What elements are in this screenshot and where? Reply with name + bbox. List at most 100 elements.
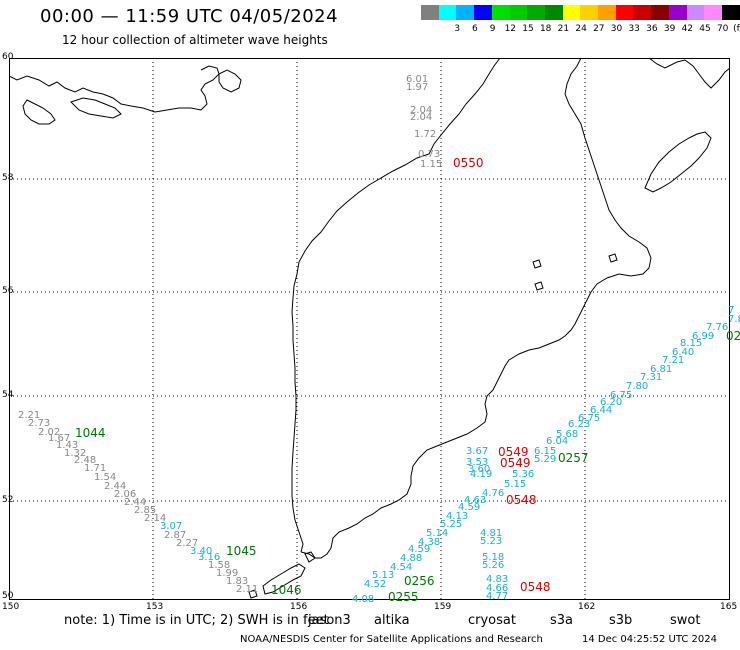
wave-height-value: 3.67 xyxy=(466,446,489,457)
wave-height-value: 4.63 xyxy=(464,495,487,506)
coastlines xyxy=(9,58,730,599)
wave-height-value: 4.19 xyxy=(470,469,493,480)
island-c xyxy=(534,281,544,291)
pass-time-label: 1045 xyxy=(226,544,257,558)
pass-time-label: 0549 xyxy=(500,456,531,470)
wave-height-value: 2.73 xyxy=(28,418,51,429)
scale-swatch xyxy=(615,5,635,20)
scale-swatch xyxy=(544,5,564,20)
lat-label-50: 50 xyxy=(2,591,14,601)
wave-height-value: 6.01 xyxy=(406,74,429,85)
page-title: 00:00 — 11:59 UTC 04/05/2024 xyxy=(40,6,339,27)
wave-height-value: 6.23 xyxy=(568,419,591,430)
kamchatka-east-coast xyxy=(300,58,652,559)
pass-time-label: 0255 xyxy=(388,590,419,604)
scale-label: 30 xyxy=(610,24,623,34)
scale-label: 33 xyxy=(628,24,640,34)
scale-swatch xyxy=(527,5,547,20)
wave-height-value: 0.73 xyxy=(418,149,441,160)
scale-swatch xyxy=(668,5,688,20)
page-subtitle: 12 hour collection of altimeter wave hei… xyxy=(62,33,328,47)
lon-label-159: 159 xyxy=(434,602,452,612)
scale-unit: (ft) xyxy=(733,24,740,34)
northeast-land xyxy=(648,58,730,89)
wave-height-value: 8.15 xyxy=(680,338,703,349)
wave-height-value: 6.40 xyxy=(672,347,695,358)
footer-note: note: 1) Time is in UTC; 2) SWH is in fe… xyxy=(64,613,329,628)
wave-height-value: 5.68 xyxy=(556,429,579,440)
wave-height-value: 4.13 xyxy=(446,511,469,522)
pass-time-label: 1044 xyxy=(75,426,106,440)
satellite-cryosat: cryosat xyxy=(468,613,516,628)
island-a xyxy=(532,259,542,269)
scale-swatch xyxy=(580,5,600,20)
scale-swatch xyxy=(509,5,529,20)
wave-height-value: 4.76 xyxy=(482,488,505,499)
wave-height-value: 4.66 xyxy=(486,583,509,594)
wave-height-value: 4.38 xyxy=(418,537,441,548)
wave-height-value: 7.76 xyxy=(706,322,729,333)
scale-label: 6 xyxy=(472,24,478,34)
wave-height-value: 4.08 xyxy=(352,594,375,605)
wave-height-value: 7.80 xyxy=(626,381,649,392)
scale-swatch xyxy=(491,5,511,20)
scale-swatch xyxy=(686,5,706,20)
scale-label: 15 xyxy=(522,24,534,34)
scale-label: 18 xyxy=(539,24,552,34)
wave-height-value: 7.86 xyxy=(728,314,740,325)
credit-line: NOAA/NESDIS Center for Satellite Applica… xyxy=(240,634,543,645)
scale-label: 21 xyxy=(557,24,570,34)
scale-label: 45 xyxy=(699,24,711,34)
wave-height-value: 6.99 xyxy=(692,331,715,342)
wave-height-value: 5.13 xyxy=(372,570,395,581)
lon-label-150: 150 xyxy=(2,602,20,612)
scale-label: 27 xyxy=(593,24,605,34)
island-b xyxy=(608,253,618,263)
wave-height-value: 2.85 xyxy=(134,505,157,516)
graticule xyxy=(9,58,730,600)
wave-height-value: 1.54 xyxy=(94,472,117,483)
satellite-altika: altika xyxy=(374,613,410,628)
wave-height-value: 1.32 xyxy=(64,448,87,459)
wave-height-value: 1.67 xyxy=(48,433,71,444)
wave-height-value: 4.54 xyxy=(390,562,413,573)
map-area xyxy=(9,58,730,600)
wave-height-value: 4.52 xyxy=(364,579,387,590)
wave-height-value: 5.29 xyxy=(534,454,557,465)
lat-label-58: 58 xyxy=(2,173,14,183)
wave-height-value: 3.53 xyxy=(466,457,489,468)
wave-height-value: 2.21 xyxy=(18,410,41,421)
scale-swatch xyxy=(721,5,740,20)
scale-swatch xyxy=(474,5,494,20)
wave-height-value: 1.72 xyxy=(414,129,437,140)
scale-swatch xyxy=(598,5,617,20)
scale-swatch xyxy=(651,5,671,20)
pass-time-label: 0257 xyxy=(558,451,589,465)
wave-height-value: 6.04 xyxy=(546,436,569,447)
wave-height-value: 7.21 xyxy=(662,355,685,366)
scale-label: 42 xyxy=(681,24,694,34)
scale-label: 24 xyxy=(575,24,587,34)
wave-height-value: 2.04 xyxy=(410,112,433,123)
wave-height-value: 2.11 xyxy=(236,584,259,595)
satellite-s3a: s3a xyxy=(550,613,574,628)
wave-height-value: 4.59 xyxy=(408,544,431,555)
peninsula-left xyxy=(22,99,56,125)
pass-time-label: 0550 xyxy=(453,156,484,170)
wave-height-value: 4.83 xyxy=(486,574,509,585)
okhotsk-north-coast xyxy=(9,65,220,113)
scale-swatch xyxy=(421,5,440,20)
wave-height-value: 1.15 xyxy=(420,159,443,170)
lon-label-153: 153 xyxy=(146,602,164,612)
wave-height-value: 2.02 xyxy=(38,427,61,438)
wave-height-value: 2.04 xyxy=(410,105,433,116)
wave-height-value: 5.26 xyxy=(482,560,505,571)
lat-label-60: 60 xyxy=(2,52,14,62)
wave-height-value: 4.81 xyxy=(480,528,503,539)
wave-height-value: 3.16 xyxy=(198,552,221,563)
lon-label-165: 165 xyxy=(720,602,738,612)
wave-height-value: 6.20 xyxy=(600,397,623,408)
wave-height-value: 2.06 xyxy=(114,489,137,500)
scale-swatch xyxy=(438,5,458,20)
shelikhov-coast xyxy=(218,69,242,93)
